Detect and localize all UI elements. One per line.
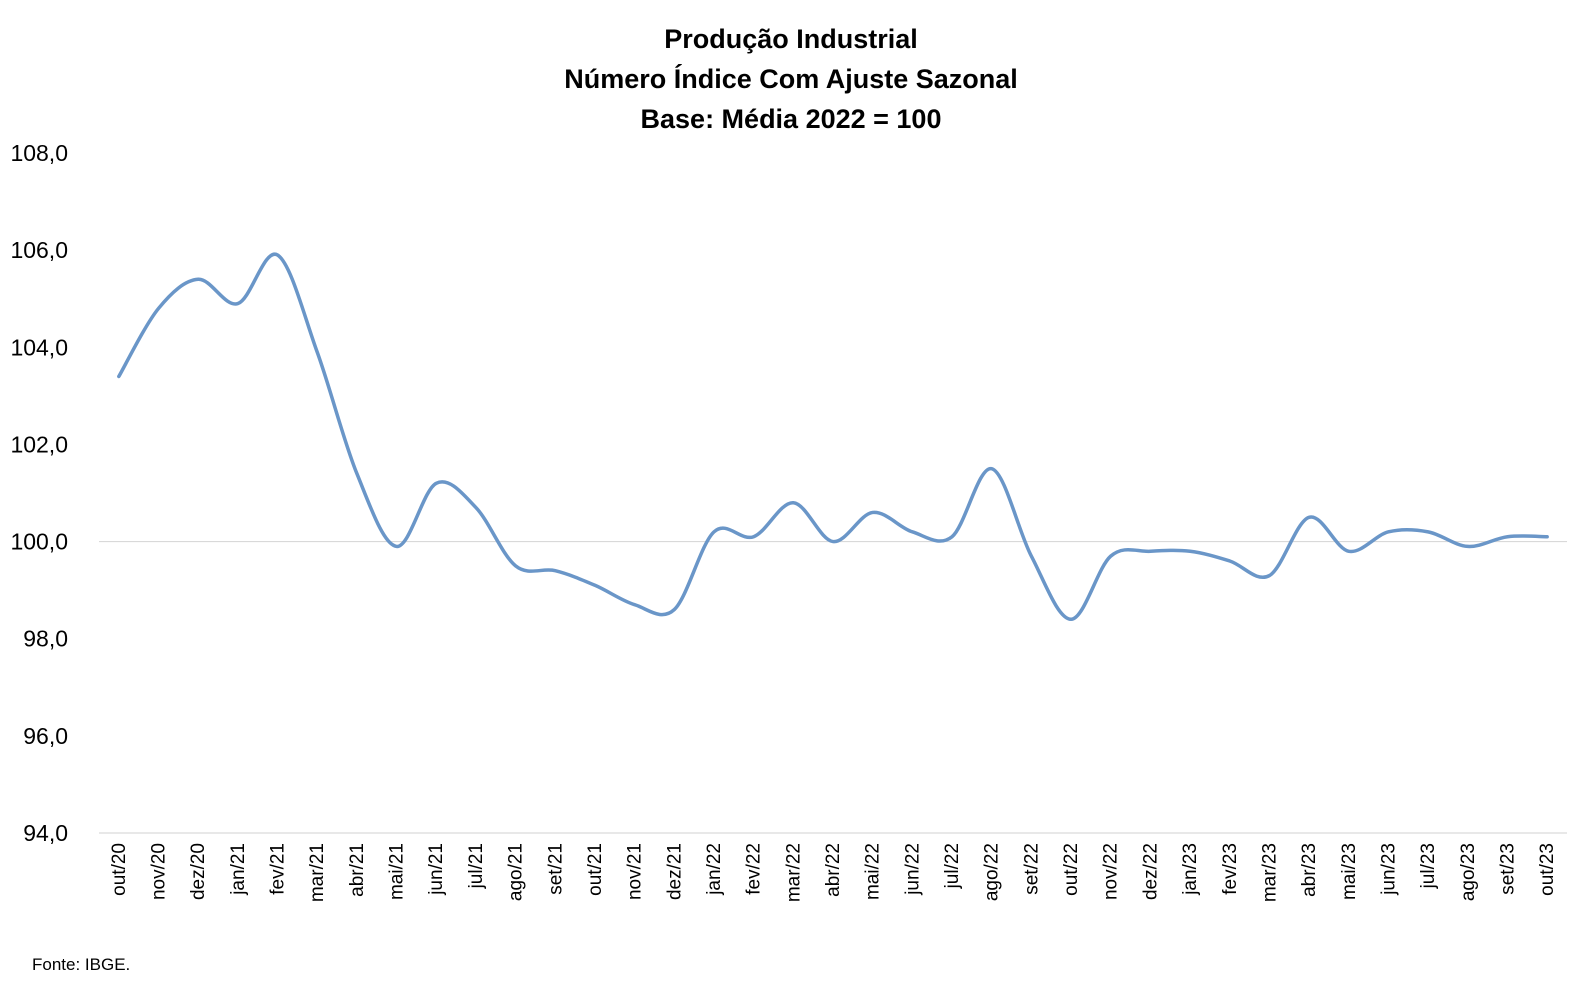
x-tick-label: jun/22 xyxy=(902,843,923,896)
data-point xyxy=(1148,549,1152,553)
x-tick-label: ago/22 xyxy=(982,843,1003,901)
data-point xyxy=(950,535,954,539)
y-tick-label: 98,0 xyxy=(23,626,68,652)
x-tick-label: jan/21 xyxy=(228,843,249,896)
data-point xyxy=(1029,554,1033,558)
x-tick-label: set/22 xyxy=(1021,843,1042,895)
x-tick-label: mai/21 xyxy=(387,843,408,900)
data-point xyxy=(1307,515,1311,519)
title-line-2: Número Índice Com Ajuste Sazonal xyxy=(564,63,1018,94)
data-point xyxy=(1386,530,1390,534)
data-point xyxy=(712,530,716,534)
data-point xyxy=(990,467,994,471)
data-point xyxy=(752,535,756,539)
x-tick-label: abr/23 xyxy=(1299,843,1320,897)
data-point xyxy=(1228,559,1232,563)
x-tick-label: nov/20 xyxy=(149,843,170,900)
data-point xyxy=(1109,554,1113,558)
series-line-0 xyxy=(117,252,1549,622)
data-point xyxy=(1545,535,1549,539)
x-tick-label: out/22 xyxy=(1061,843,1082,896)
x-tick-label: set/23 xyxy=(1497,843,1518,895)
data-point xyxy=(117,374,121,378)
x-axis: out/20 nov/20 dez/20 jan/21 fev/21 mar/21 abr/… xyxy=(99,832,1567,902)
chart-title: Produção Industrial Número Índice Com Aj… xyxy=(564,24,1018,134)
x-tick-label: dez/21 xyxy=(664,843,685,900)
x-tick-label: ago/21 xyxy=(506,843,527,901)
data-point xyxy=(910,530,914,534)
x-tick-label: fev/23 xyxy=(1220,843,1241,895)
x-tick-label: jun/23 xyxy=(1378,843,1399,896)
x-tick-label: set/21 xyxy=(545,843,566,895)
x-tick-label: out/21 xyxy=(585,843,606,896)
x-tick-label: jun/21 xyxy=(426,843,447,896)
x-tick-label: jul/21 xyxy=(466,843,487,889)
x-tick-label: fev/22 xyxy=(744,843,765,895)
x-tick-label: jan/22 xyxy=(704,843,725,896)
y-axis: 94,0 96,0 98,0 100,0 102,0 104,0 106,0 108,0 xyxy=(10,140,68,846)
data-point xyxy=(831,540,835,544)
x-tick-label: dez/22 xyxy=(1140,843,1161,900)
source-note: Fonte: IBGE. xyxy=(32,955,130,974)
data-point xyxy=(871,510,875,514)
y-tick-label: 96,0 xyxy=(23,723,68,749)
data-point xyxy=(1505,535,1509,539)
x-tick-label: jan/23 xyxy=(1180,843,1201,896)
title-line-1: Produção Industrial xyxy=(664,24,918,54)
data-point xyxy=(315,350,319,354)
data-point xyxy=(196,277,200,281)
x-tick-label: nov/22 xyxy=(1101,843,1122,900)
x-tick-label: mar/22 xyxy=(783,843,804,902)
data-point xyxy=(553,569,557,573)
y-tick-label: 104,0 xyxy=(10,334,68,360)
x-tick-label: dez/20 xyxy=(188,843,209,900)
data-point xyxy=(514,564,518,568)
data-point xyxy=(633,603,637,607)
data-point xyxy=(1347,549,1351,553)
x-tick-label: ago/23 xyxy=(1458,843,1479,901)
title-line-3: Base: Média 2022 = 100 xyxy=(641,104,942,134)
data-point xyxy=(791,501,795,505)
data-point xyxy=(672,608,676,612)
data-point xyxy=(1466,544,1470,548)
series-group xyxy=(117,252,1549,622)
y-tick-label: 100,0 xyxy=(10,529,68,555)
y-tick-label: 108,0 xyxy=(10,140,68,166)
data-point xyxy=(1426,530,1430,534)
x-tick-label: out/20 xyxy=(109,843,130,896)
data-point xyxy=(395,544,399,548)
data-point xyxy=(355,472,359,476)
x-tick-label: mai/23 xyxy=(1339,843,1360,900)
y-tick-label: 102,0 xyxy=(10,431,68,457)
data-point xyxy=(276,253,280,257)
x-tick-label: abr/21 xyxy=(347,843,368,897)
x-tick-label: mar/23 xyxy=(1259,843,1280,902)
data-point xyxy=(1188,549,1192,553)
x-tick-label: mai/22 xyxy=(863,843,884,900)
y-tick-label: 94,0 xyxy=(23,820,68,846)
data-point xyxy=(157,306,161,310)
y-tick-label: 106,0 xyxy=(10,237,68,263)
x-tick-label: jul/23 xyxy=(1418,843,1439,889)
data-point xyxy=(236,302,240,306)
x-tick-label: nov/21 xyxy=(625,843,646,900)
x-tick-label: out/23 xyxy=(1537,843,1558,896)
x-tick-label: abr/22 xyxy=(823,843,844,897)
data-point xyxy=(474,506,478,510)
data-point xyxy=(1069,617,1073,621)
data-point xyxy=(1267,574,1271,578)
data-point xyxy=(434,481,438,485)
x-tick-label: jul/22 xyxy=(942,843,963,889)
x-tick-label: fev/21 xyxy=(268,843,289,895)
data-point xyxy=(593,583,597,587)
x-tick-label: mar/21 xyxy=(307,843,328,902)
